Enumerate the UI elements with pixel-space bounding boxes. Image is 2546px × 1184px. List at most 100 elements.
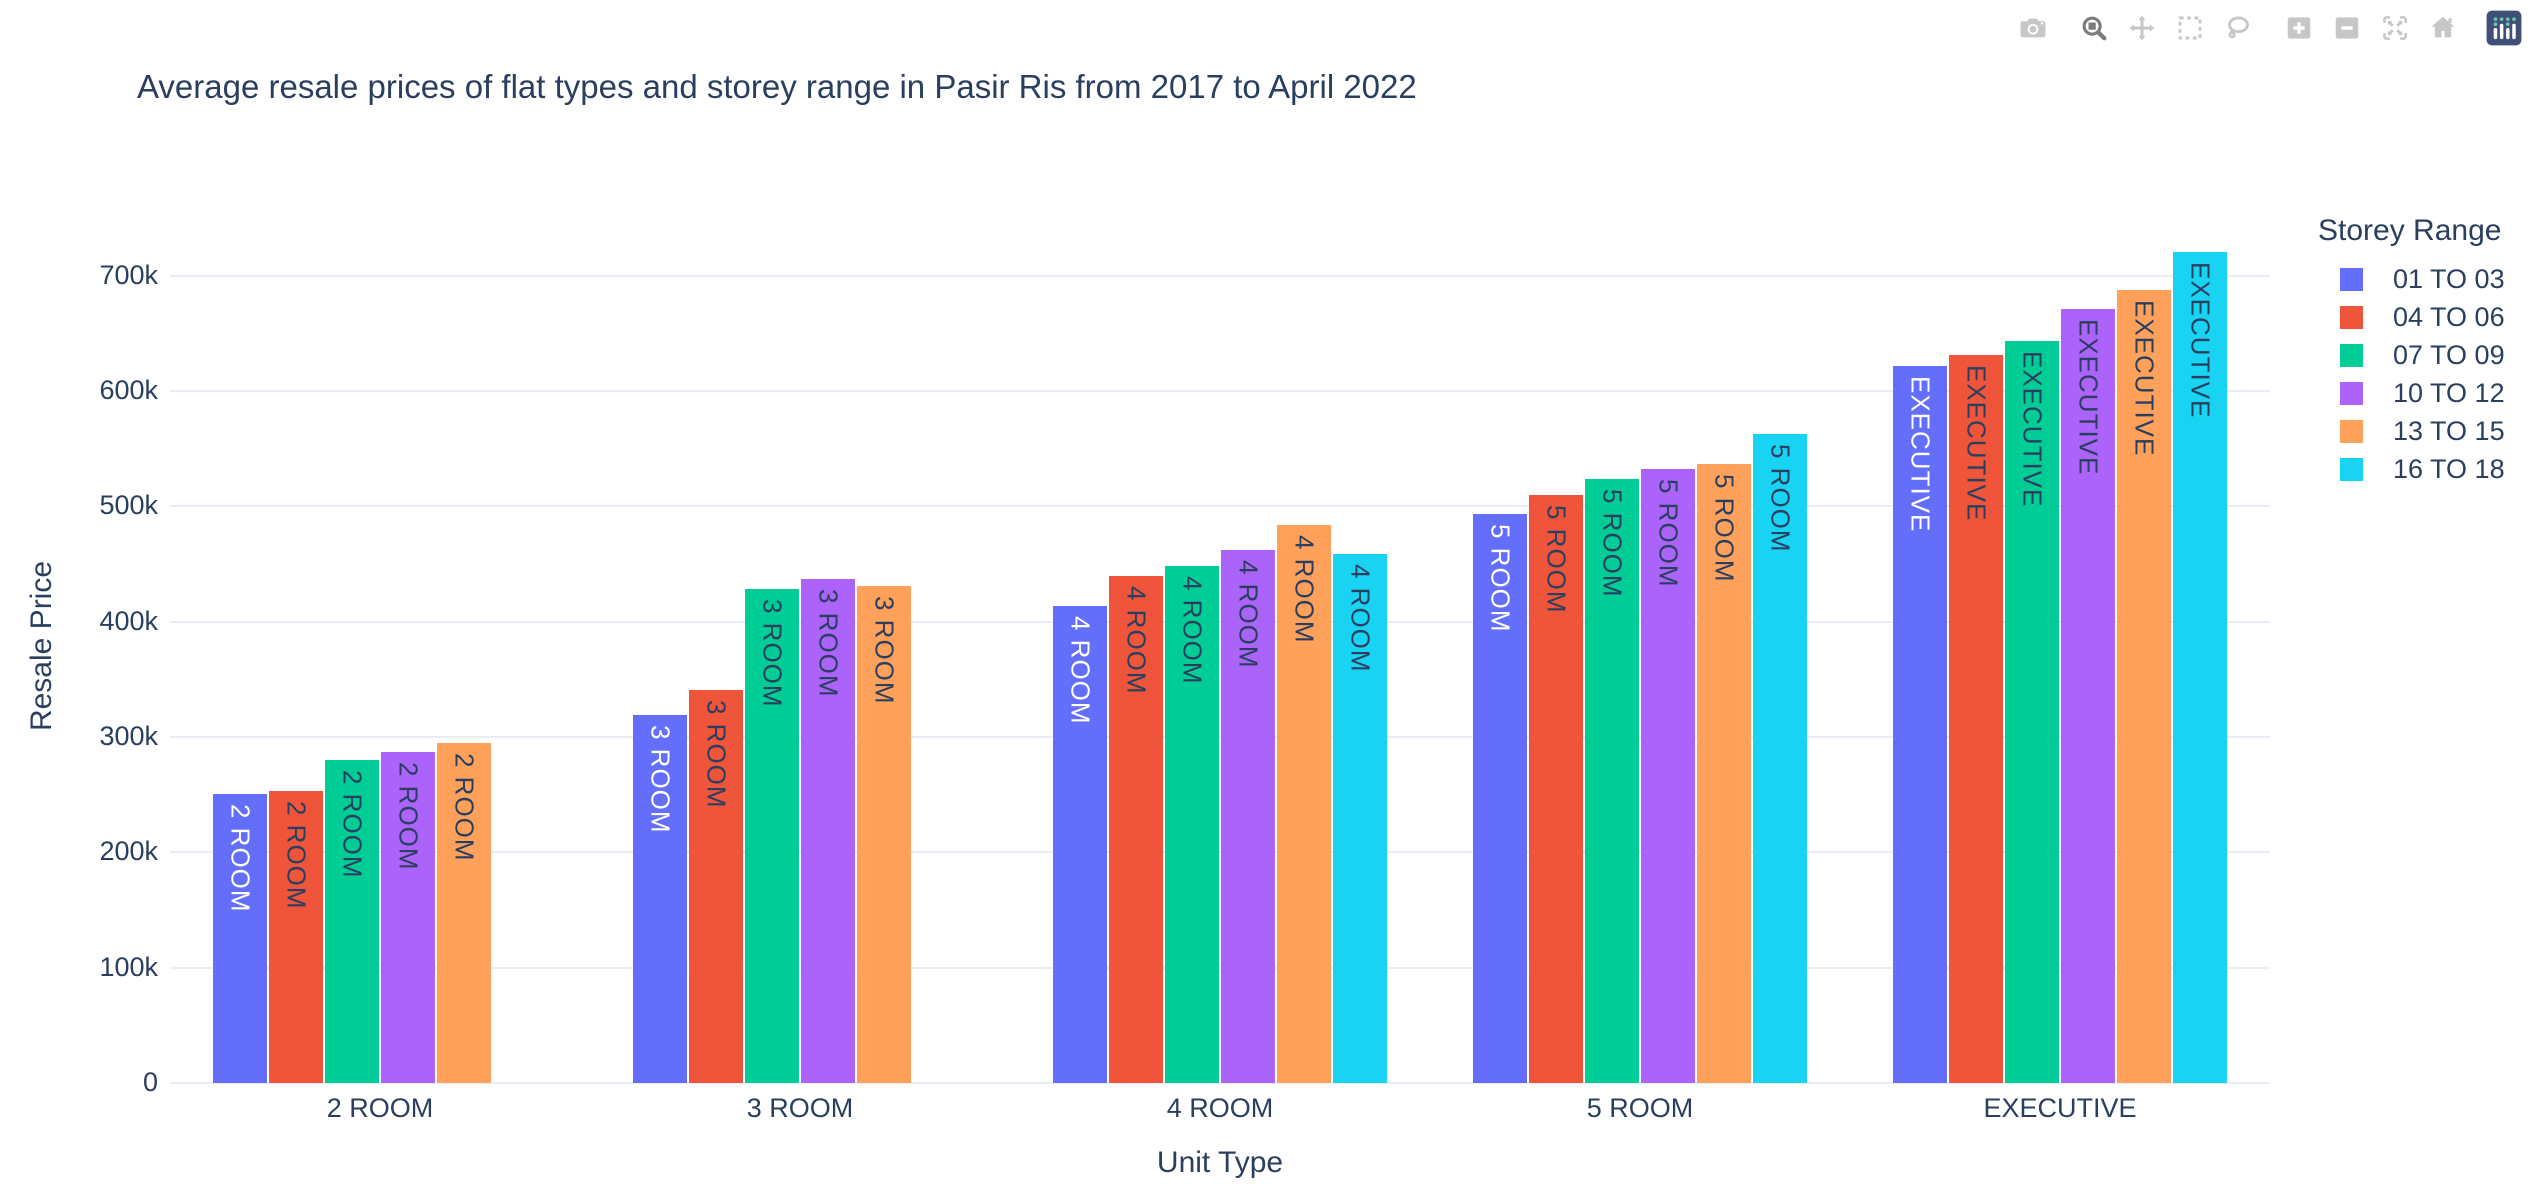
bar-13-to-15-4-room[interactable]: 4 ROOM — [1277, 524, 1331, 1083]
gridline — [170, 736, 2270, 739]
legend-label: 07 TO 09 — [2393, 339, 2505, 370]
bar-16-to-18-executive[interactable]: EXECUTIVE — [2173, 251, 2227, 1083]
bar-04-to-06-executive[interactable]: EXECUTIVE — [1949, 355, 2003, 1083]
y-tick-label: 400k — [99, 605, 158, 636]
bar-01-to-03-4-room[interactable]: 4 ROOM — [1053, 605, 1107, 1083]
bar-13-to-15-5-room[interactable]: 5 ROOM — [1697, 463, 1751, 1083]
x-tick-label-2-room: 2 ROOM — [326, 1093, 434, 1123]
gridline — [170, 1082, 2270, 1084]
legend-swatch — [2340, 457, 2363, 481]
bar-inside-label: 2 ROOM — [281, 801, 312, 910]
bar-inside-label: 5 ROOM — [1653, 479, 1684, 589]
bar-10-to-12-3-room[interactable]: 3 ROOM — [801, 579, 855, 1083]
reset-home-icon — [2428, 13, 2458, 43]
legend-swatch — [2340, 419, 2363, 443]
bar-01-to-03-3-room[interactable]: 3 ROOM — [633, 715, 687, 1083]
bar-inside-label: 3 ROOM — [701, 699, 732, 809]
legend-label: 01 TO 03 — [2393, 263, 2505, 294]
bar-inside-label: 4 ROOM — [1177, 576, 1208, 685]
bar-inside-label: EXECUTIVE — [1905, 375, 1936, 533]
bar-04-to-06-4-room[interactable]: 4 ROOM — [1109, 575, 1163, 1083]
modebar-reset-home-button[interactable] — [2419, 8, 2467, 48]
legend-item-01-to-03[interactable]: 01 TO 03 — [2318, 260, 2505, 298]
bar-07-to-09-3-room[interactable]: 3 ROOM — [745, 589, 799, 1083]
bar-inside-label: EXECUTIVE — [1961, 365, 1992, 522]
bar-inside-label: 3 ROOM — [869, 595, 900, 705]
bar-04-to-06-5-room[interactable]: 5 ROOM — [1529, 494, 1583, 1083]
lasso-icon — [2223, 13, 2253, 43]
y-tick-label: 500k — [99, 490, 158, 521]
gridline — [170, 851, 2270, 854]
bar-inside-label: 3 ROOM — [813, 589, 844, 698]
legend-label: 16 TO 18 — [2393, 453, 2505, 484]
y-axis-title: Resale Price — [25, 560, 58, 732]
bar-04-to-06-3-room[interactable]: 3 ROOM — [689, 689, 743, 1083]
bar-13-to-15-3-room[interactable]: 3 ROOM — [857, 585, 911, 1083]
chart-title: Average resale prices of flat types and … — [137, 68, 1417, 105]
modebar-autoscale-button[interactable] — [2371, 8, 2419, 48]
legend-item-07-to-09[interactable]: 07 TO 09 — [2318, 336, 2505, 374]
bar-07-to-09-2-room[interactable]: 2 ROOM — [325, 760, 379, 1083]
y-tick-label: 100k — [99, 951, 158, 982]
x-tick-label-4-room: 4 ROOM — [1166, 1093, 1274, 1123]
pan-icon — [2127, 13, 2157, 43]
bar-inside-label: 5 ROOM — [1541, 504, 1572, 614]
x-tick-label-3-room: 3 ROOM — [746, 1093, 854, 1123]
modebar-zoom-out-button[interactable] — [2323, 8, 2371, 48]
modebar-group — [2480, 8, 2528, 48]
modebar-lasso-button[interactable] — [2214, 8, 2262, 48]
bar-13-to-15-2-room[interactable]: 2 ROOM — [437, 742, 491, 1083]
legend-swatch — [2340, 305, 2363, 329]
bar-inside-label: EXECUTIVE — [2129, 299, 2160, 456]
bar-inside-label: 5 ROOM — [1597, 488, 1628, 598]
legend-swatch — [2340, 381, 2363, 405]
zoom-in-icon — [2284, 13, 2314, 43]
plotly-logo-icon — [2485, 9, 2523, 47]
legend-label: 13 TO 15 — [2393, 415, 2505, 446]
bar-inside-label: EXECUTIVE — [2073, 319, 2104, 476]
bar-16-to-18-5-room[interactable]: 5 ROOM — [1753, 433, 1807, 1083]
bar-inside-label: 4 ROOM — [1345, 563, 1376, 673]
legend-label: 04 TO 06 — [2393, 301, 2505, 332]
bar-01-to-03-2-room[interactable]: 2 ROOM — [213, 793, 267, 1083]
bar-10-to-12-2-room[interactable]: 2 ROOM — [381, 752, 435, 1083]
bar-07-to-09-executive[interactable]: EXECUTIVE — [2005, 341, 2059, 1083]
modebar — [1996, 8, 2528, 48]
modebar-zoom-in-button[interactable] — [2275, 8, 2323, 48]
bar-inside-label: 2 ROOM — [225, 803, 256, 913]
bar-13-to-15-executive[interactable]: EXECUTIVE — [2117, 289, 2171, 1083]
modebar-group — [2070, 8, 2262, 48]
bar-inside-label: 4 ROOM — [1065, 615, 1096, 725]
legend: Storey Range 01 TO 03 04 TO 06 07 TO 09 10 … — [2318, 214, 2505, 488]
modebar-box-select-button[interactable] — [2166, 8, 2214, 48]
modebar-pan-button[interactable] — [2118, 8, 2166, 48]
legend-item-10-to-12[interactable]: 10 TO 12 — [2318, 374, 2505, 412]
bar-inside-label: 2 ROOM — [337, 770, 368, 879]
bar-16-to-18-4-room[interactable]: 4 ROOM — [1333, 553, 1387, 1083]
bar-04-to-06-2-room[interactable]: 2 ROOM — [269, 791, 323, 1083]
plot-area[interactable]: 2 ROOM 3 ROOM 4 ROOM 5 ROOM EXECUTIVE 2 ROOM 3… — [170, 210, 2270, 1084]
modebar-camera-button[interactable] — [2009, 8, 2057, 48]
modebar-group — [2275, 8, 2467, 48]
legend-title: Storey Range — [2318, 214, 2502, 247]
camera-icon — [2018, 13, 2048, 43]
legend-item-13-to-15[interactable]: 13 TO 15 — [2318, 412, 2505, 450]
bar-01-to-03-5-room[interactable]: 5 ROOM — [1473, 514, 1527, 1083]
bar-01-to-03-executive[interactable]: EXECUTIVE — [1893, 365, 1947, 1083]
zoom-icon — [2079, 13, 2109, 43]
x-tick-label-executive: EXECUTIVE — [1983, 1093, 2137, 1123]
bar-10-to-12-executive[interactable]: EXECUTIVE — [2061, 309, 2115, 1083]
bar-inside-label: 3 ROOM — [757, 599, 788, 708]
modebar-zoom-button[interactable] — [2070, 8, 2118, 48]
bar-10-to-12-5-room[interactable]: 5 ROOM — [1641, 469, 1695, 1083]
legend-items: 01 TO 03 04 TO 06 07 TO 09 10 TO 12 13 TO 15… — [2318, 260, 2505, 488]
bar-07-to-09-4-room[interactable]: 4 ROOM — [1165, 566, 1219, 1083]
legend-item-16-to-18[interactable]: 16 TO 18 — [2318, 450, 2505, 488]
legend-item-04-to-06[interactable]: 04 TO 06 — [2318, 298, 2505, 336]
modebar-plotly-logo-button[interactable] — [2480, 8, 2528, 48]
bar-07-to-09-5-room[interactable]: 5 ROOM — [1585, 478, 1639, 1083]
bar-inside-label: 2 ROOM — [393, 762, 424, 871]
legend-swatch — [2340, 343, 2363, 367]
bar-10-to-12-4-room[interactable]: 4 ROOM — [1221, 550, 1275, 1083]
